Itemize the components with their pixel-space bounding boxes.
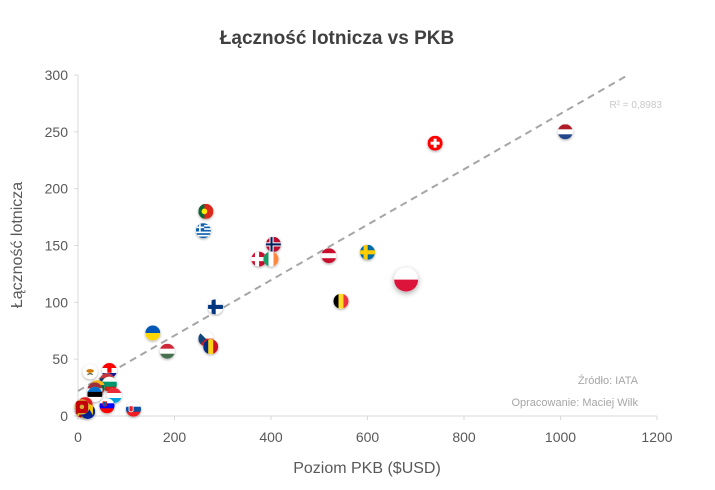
data-point-portugal: Portugal (198, 203, 214, 219)
finland-flag-icon (208, 299, 223, 315)
data-point-slovakia: Slovakia (126, 401, 141, 417)
data-point-montenegro: Montenegro (74, 399, 90, 415)
norway-flag-icon (265, 236, 281, 252)
bulgaria-flag-icon (101, 376, 117, 392)
y-axis-label: Łączność lotnicza (9, 182, 26, 308)
data-point-ukraine: Ukraine (145, 325, 161, 341)
chart-title: Łączność lotnicza vs PKB (220, 28, 454, 49)
x-tick-label: 1200 (641, 429, 672, 445)
poland-flag-icon (394, 267, 419, 292)
source-line-2: Opracowanie: Maciej Wilk (511, 397, 638, 409)
data-point-finland: Finland (208, 299, 223, 315)
x-tick-label: 200 (163, 429, 187, 445)
r-squared-label: R² = 0,8983 (609, 100, 662, 111)
data-point-cyprus: Cyprus (82, 364, 98, 380)
data-point-denmark: Denmark (251, 251, 267, 267)
data-point-norway: Norway (265, 236, 281, 252)
data-points: Netherlands Switzerland Portugal Greece Norw… (74, 124, 573, 419)
x-tick-label: 600 (356, 429, 380, 445)
y-tick-label: 200 (45, 181, 69, 197)
data-point-austria: Austria (321, 248, 337, 264)
x-axis-label: Poziom PKB ($USD) (293, 460, 441, 477)
y-tick-label: 100 (45, 294, 69, 310)
greece-flag-icon (195, 223, 211, 239)
x-tick-label: 400 (259, 429, 283, 445)
belgium-flag-icon (333, 293, 349, 309)
switzerland-flag-icon (427, 135, 443, 151)
romania-flag-icon (203, 339, 219, 355)
sweden-flag-icon (360, 244, 375, 260)
y-axis-ticks: 0 50 100 150 200 250 300 (45, 67, 78, 424)
y-tick-label: 0 (60, 408, 68, 424)
y-tick-label: 150 (45, 238, 69, 254)
x-tick-label: 0 (74, 429, 82, 445)
data-point-sweden: Sweden (360, 244, 375, 260)
data-point-ireland: Ireland (263, 251, 279, 267)
source-line-1: Źródło: IATA (578, 374, 639, 387)
estonia-flag-icon (87, 386, 103, 402)
data-point-romania: Romania (203, 339, 219, 355)
data-point-estonia: Estonia (87, 386, 103, 402)
netherlands-flag-icon (557, 124, 573, 140)
hungary-flag-icon (159, 343, 175, 359)
ireland-flag-icon (263, 251, 279, 267)
data-point-slovenia: Slovenia (99, 398, 115, 414)
data-point-belgium: Belgium (333, 293, 349, 309)
y-tick-label: 300 (45, 67, 69, 83)
slovenia-flag-icon (99, 398, 115, 414)
trendline-line (77, 74, 629, 392)
data-point-poland: Poland (394, 267, 419, 292)
data-point-hungary: Hungary (159, 343, 175, 359)
luxembourg-flag-icon (106, 388, 122, 403)
denmark-flag-icon (251, 251, 267, 267)
trendline (77, 74, 629, 392)
x-tick-label: 800 (452, 429, 476, 445)
data-point-greece: Greece (195, 223, 211, 239)
data-point-switzerland: Switzerland (427, 135, 443, 151)
austria-flag-icon (321, 248, 337, 264)
data-point-netherlands: Netherlands (557, 124, 573, 140)
montenegro-flag-icon (74, 399, 90, 415)
y-tick-label: 250 (45, 124, 69, 140)
slovakia-flag-icon (126, 401, 141, 417)
ukraine-flag-icon (145, 325, 161, 341)
data-point-bulgaria: Bulgaria (101, 376, 117, 392)
portugal-flag-icon (198, 203, 214, 219)
x-tick-label: 1000 (545, 429, 576, 445)
cyprus-flag-icon (82, 364, 98, 380)
x-axis-ticks: 0 200 400 600 800 1000 1200 (74, 416, 673, 445)
y-tick-label: 50 (52, 351, 68, 367)
